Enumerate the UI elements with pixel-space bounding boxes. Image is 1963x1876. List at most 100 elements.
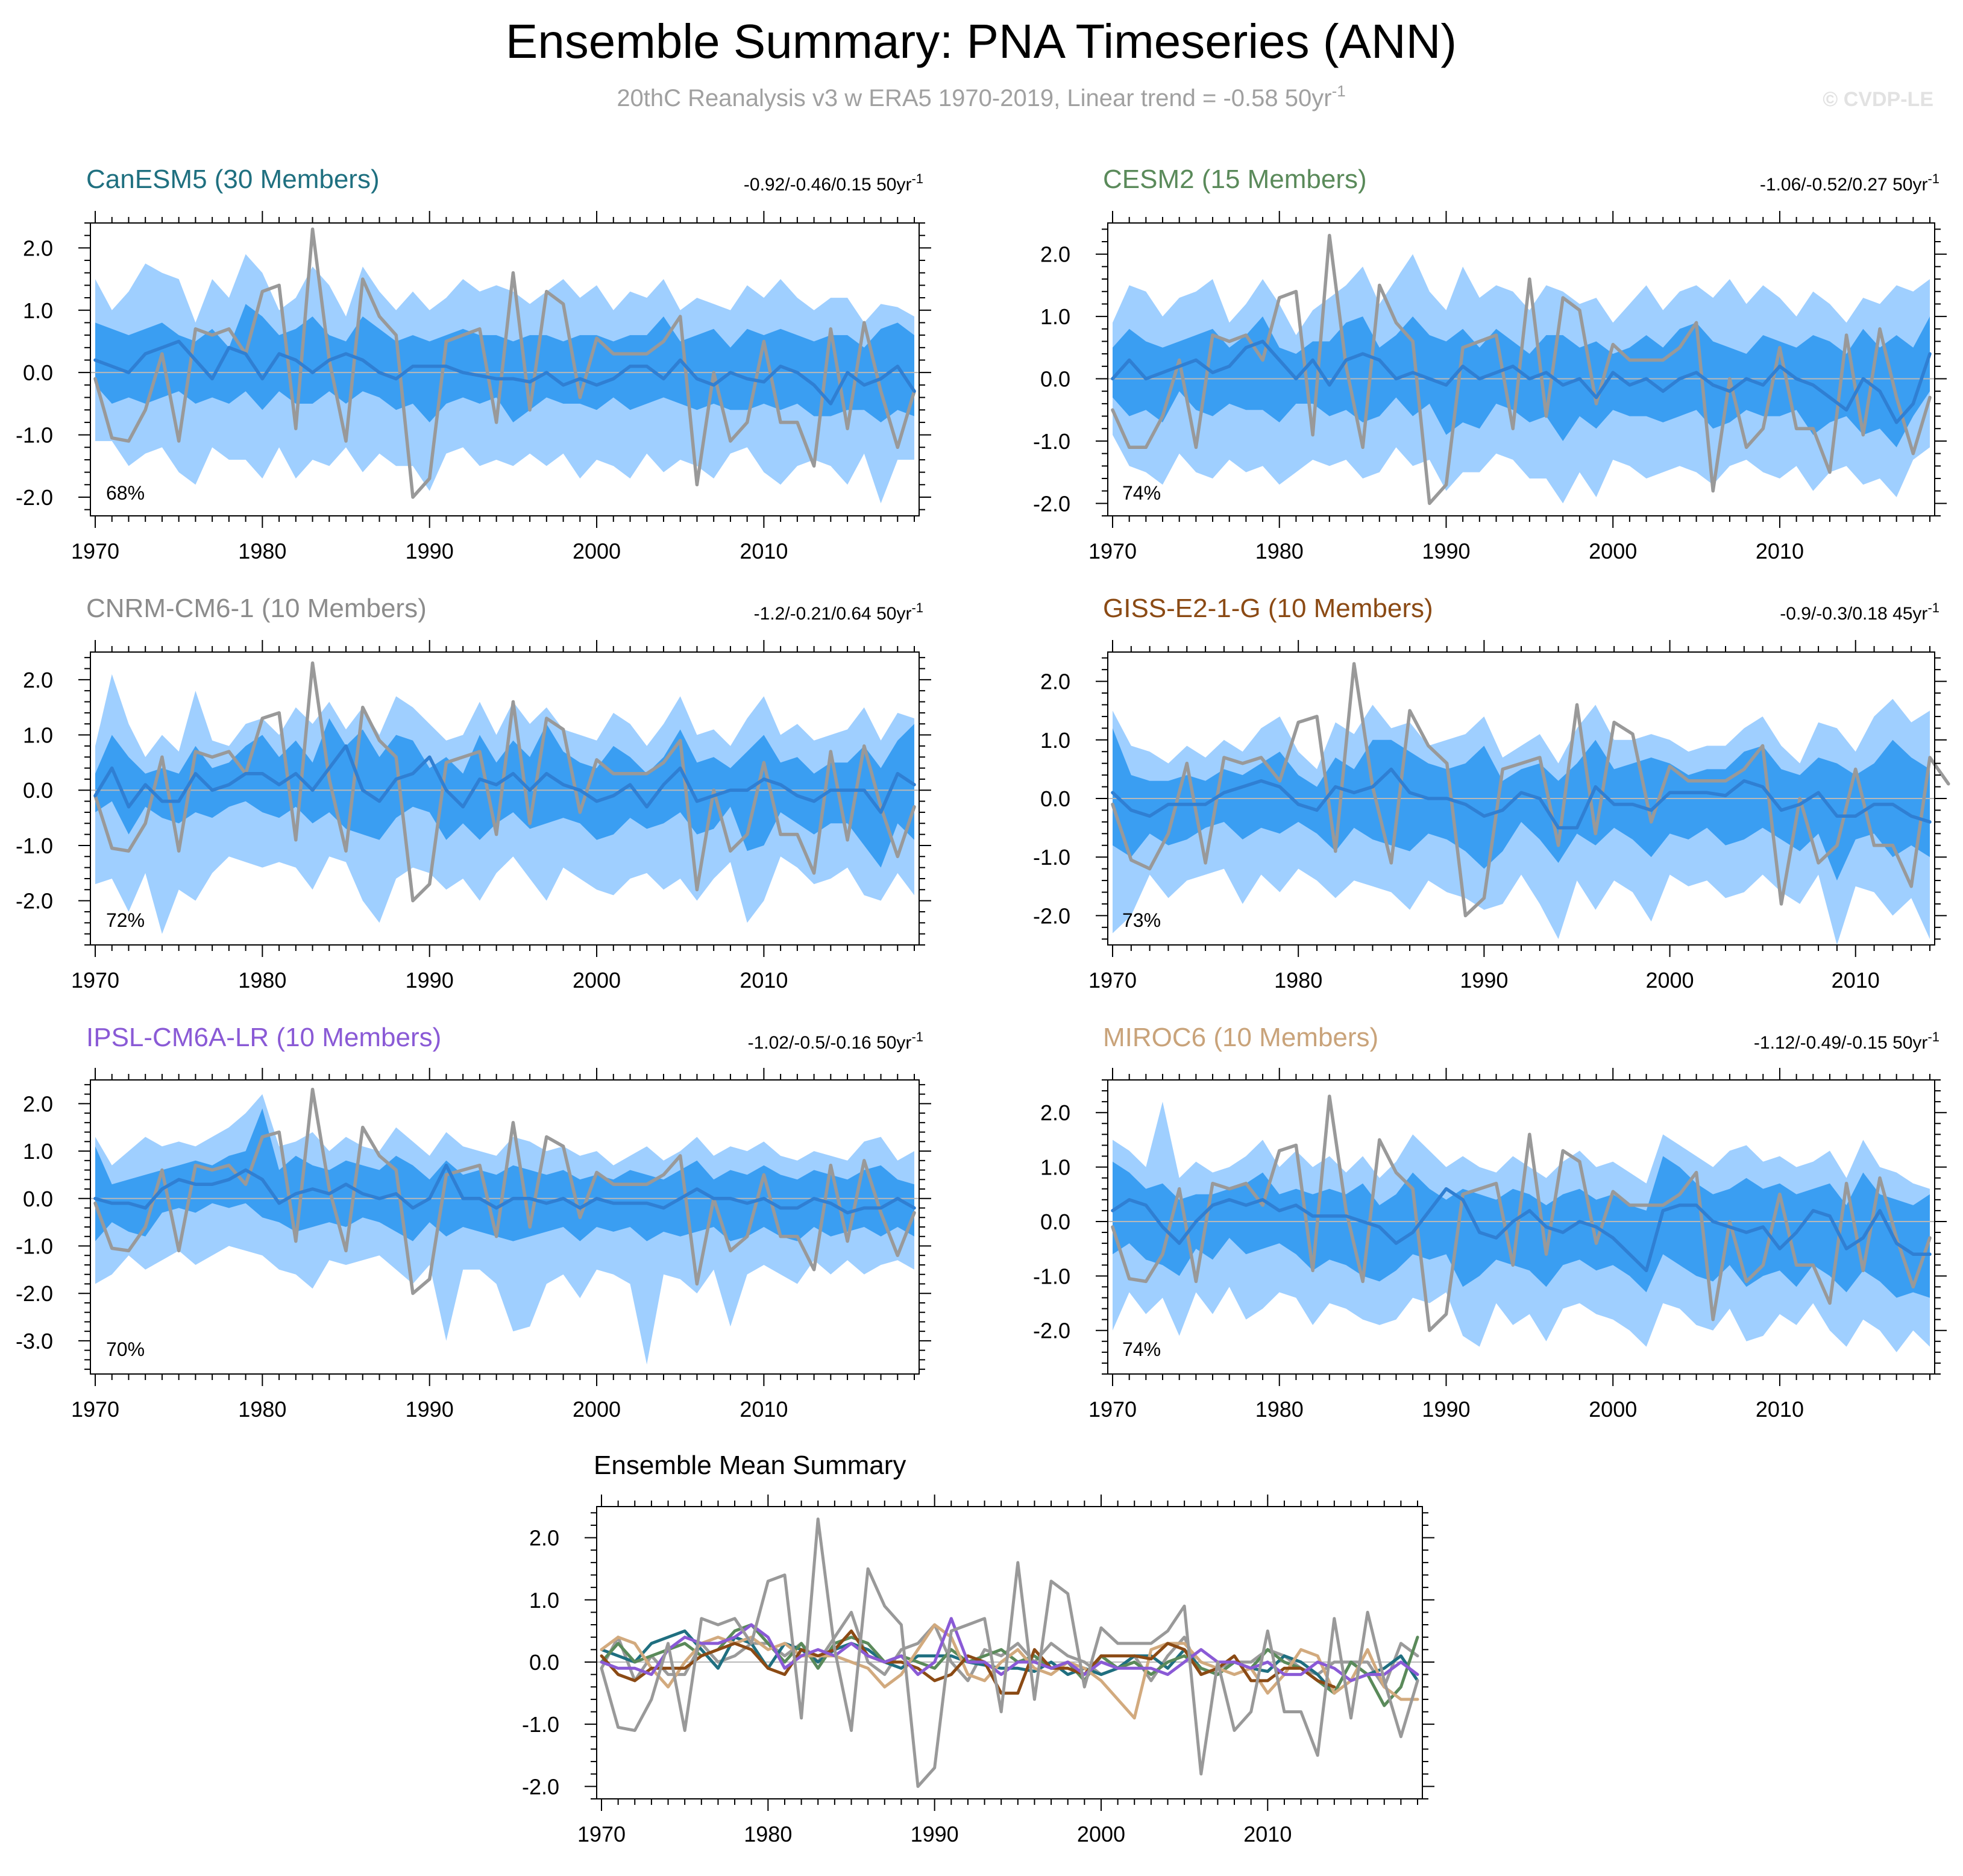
trend-text: -1.12/-0.49/-0.15 50yr (1754, 1033, 1928, 1053)
y-tick-label: 2.0 (529, 1526, 559, 1551)
y-tick-label: -1.0 (1033, 429, 1070, 454)
x-tick-label: 2010 (1756, 539, 1804, 563)
y-tick-label: 1.0 (23, 1139, 53, 1164)
y-tick-label: 1.0 (23, 298, 53, 323)
series-line (600, 1517, 1419, 1788)
trend-label: -1.06/-0.52/0.27 50yr-1 (1760, 171, 1939, 195)
ensemble-mean-line (93, 339, 916, 406)
panel-miroc6: MIROC6 (10 Members) -1.12/-0.49/-0.15 50… (1033, 1023, 1947, 1422)
x-tick-label: 1970 (71, 968, 119, 993)
y-tick-label: -2.0 (1033, 491, 1070, 516)
panel-title: CanESM5 (30 Members) (86, 165, 380, 194)
y-tick-label: 2.0 (23, 236, 53, 260)
percent-label: 68% (106, 482, 145, 504)
x-tick-label: 2000 (573, 1397, 621, 1422)
panel-title: Ensemble Mean Summary (594, 1451, 906, 1480)
panel-summary: Ensemble Mean Summary 1970 1980 1990 2000 20… (522, 1451, 1434, 1846)
y-tick-label: 0.0 (23, 778, 53, 803)
percent-label: 73% (1122, 909, 1161, 931)
trend-label: -0.9/-0.3/0.18 45yr-1 (1780, 600, 1939, 624)
y-tick-label: 2.0 (1040, 242, 1070, 267)
trend-text: -0.92/-0.46/0.15 50yr (744, 175, 912, 195)
y-tick-label: 1.0 (1040, 728, 1070, 753)
y-tick-label: 0.0 (1040, 1209, 1070, 1234)
observations-line (93, 1087, 916, 1295)
x-tick-label: 2000 (1077, 1822, 1125, 1846)
spread-band-inner (95, 718, 914, 868)
y-tick-label: 0.0 (1040, 786, 1070, 811)
percent-label: 74% (1122, 1338, 1161, 1360)
plot-frame (1107, 222, 1935, 516)
plot-area: 1970 1980 1990 2000 2010 2.0 1.0 0.0 -1.0 -2.0 (16, 211, 931, 563)
x-tick-label: 1970 (1088, 1397, 1137, 1422)
x-tick-label: 1980 (1255, 1397, 1304, 1422)
trend-text: -1.02/-0.5/-0.16 50yr (748, 1033, 912, 1053)
x-tick-label: 1980 (238, 539, 286, 563)
series-line (600, 1617, 1419, 1683)
observations-line (93, 661, 916, 903)
y-tick-label: 2.0 (23, 668, 53, 692)
y-tick-label: 2.0 (23, 1091, 53, 1116)
plot-frame (90, 651, 920, 946)
plot-area: 1970 1980 1990 2000 2010 2.0 1.0 0.0 -1.0 -2.0 (1033, 1068, 1947, 1422)
x-tick-label: 2000 (573, 968, 621, 993)
y-tick-label: -1.0 (522, 1712, 559, 1737)
panel-title: IPSL-CM6A-LR (10 Members) (86, 1023, 441, 1052)
y-tick-label: 0.0 (529, 1650, 559, 1675)
ensemble-mean-line (1111, 767, 1932, 830)
ensemble-mean-line (1111, 339, 1932, 424)
panel-title: MIROC6 (10 Members) (1103, 1023, 1378, 1052)
series-line (600, 1629, 1336, 1695)
subtitle-superscript: -1 (1332, 82, 1346, 100)
y-tick-label: -3.0 (16, 1329, 53, 1354)
observations-line (1111, 1094, 1932, 1332)
x-tick-label: 2010 (1243, 1822, 1292, 1846)
x-tick-label: 2000 (1589, 1397, 1637, 1422)
x-tick-label: 2010 (1832, 968, 1880, 993)
y-tick-label: -2.0 (522, 1774, 559, 1799)
plot-area: 1970 1980 1990 2000 2010 2.0 1.0 0.0 -1.0 -2.0 -3.… (16, 1068, 931, 1422)
x-tick-label: 1990 (1460, 968, 1508, 993)
plot-area: 1970 1980 1990 2000 2010 2.0 1.0 0.0 -1.0 -2.0 (1033, 640, 1950, 993)
trend-label: -1.12/-0.49/-0.15 50yr-1 (1754, 1029, 1939, 1053)
x-tick-label: 1980 (238, 968, 286, 993)
ensemble-mean-line (93, 744, 916, 814)
y-tick-label: -2.0 (16, 485, 53, 510)
trend-label: -1.2/-0.21/0.64 50yr-1 (754, 600, 923, 624)
panel-ipsl: IPSL-CM6A-LR (10 Members) -1.02/-0.5/-0.… (16, 1023, 931, 1422)
panel-title: CESM2 (15 Members) (1103, 165, 1367, 194)
trend-superscript: -1 (1927, 1029, 1939, 1044)
y-tick-label: -1.0 (16, 833, 53, 858)
trend-label: -0.92/-0.46/0.15 50yr-1 (744, 171, 923, 195)
x-tick-label: 2010 (740, 539, 788, 563)
x-tick-label: 1970 (71, 1397, 119, 1422)
y-tick-label: -1.0 (16, 423, 53, 448)
spread-band-inner (1113, 1156, 1930, 1298)
trend-text: -1.06/-0.52/0.27 50yr (1760, 175, 1928, 195)
plot-area: 1970 1980 1990 2000 2010 2.0 1.0 0.0 -1.0 -2.0 (1033, 211, 1947, 563)
observations-line (1111, 662, 1950, 918)
x-tick-label: 1990 (406, 1397, 454, 1422)
x-tick-label: 1980 (1274, 968, 1322, 993)
trend-superscript: -1 (911, 171, 923, 186)
y-tick-label: -2.0 (1033, 903, 1070, 928)
y-tick-label: -1.0 (1033, 845, 1070, 870)
y-tick-label: -2.0 (16, 889, 53, 914)
plot-area: 1970 1980 1990 2000 2010 2.0 1.0 0.0 -1.0 -2.0 (522, 1495, 1434, 1846)
percent-label: 74% (1122, 482, 1161, 504)
x-tick-label: 1970 (1088, 539, 1137, 563)
x-tick-label: 1990 (1422, 539, 1470, 563)
y-tick-label: 1.0 (1040, 304, 1070, 329)
x-tick-label: 1990 (406, 539, 454, 563)
x-tick-label: 1970 (71, 539, 119, 563)
observations-line (93, 227, 916, 499)
trend-label: -1.02/-0.5/-0.16 50yr-1 (748, 1029, 923, 1053)
x-tick-label: 1970 (577, 1822, 626, 1846)
x-tick-label: 1970 (1088, 968, 1137, 993)
x-tick-label: 1980 (238, 1397, 286, 1422)
trend-superscript: -1 (911, 600, 923, 615)
y-tick-label: 1.0 (529, 1588, 559, 1613)
x-tick-label: 1990 (1422, 1397, 1470, 1422)
trend-superscript: -1 (1927, 600, 1939, 615)
panel-title: CNRM-CM6-1 (10 Members) (86, 594, 427, 623)
